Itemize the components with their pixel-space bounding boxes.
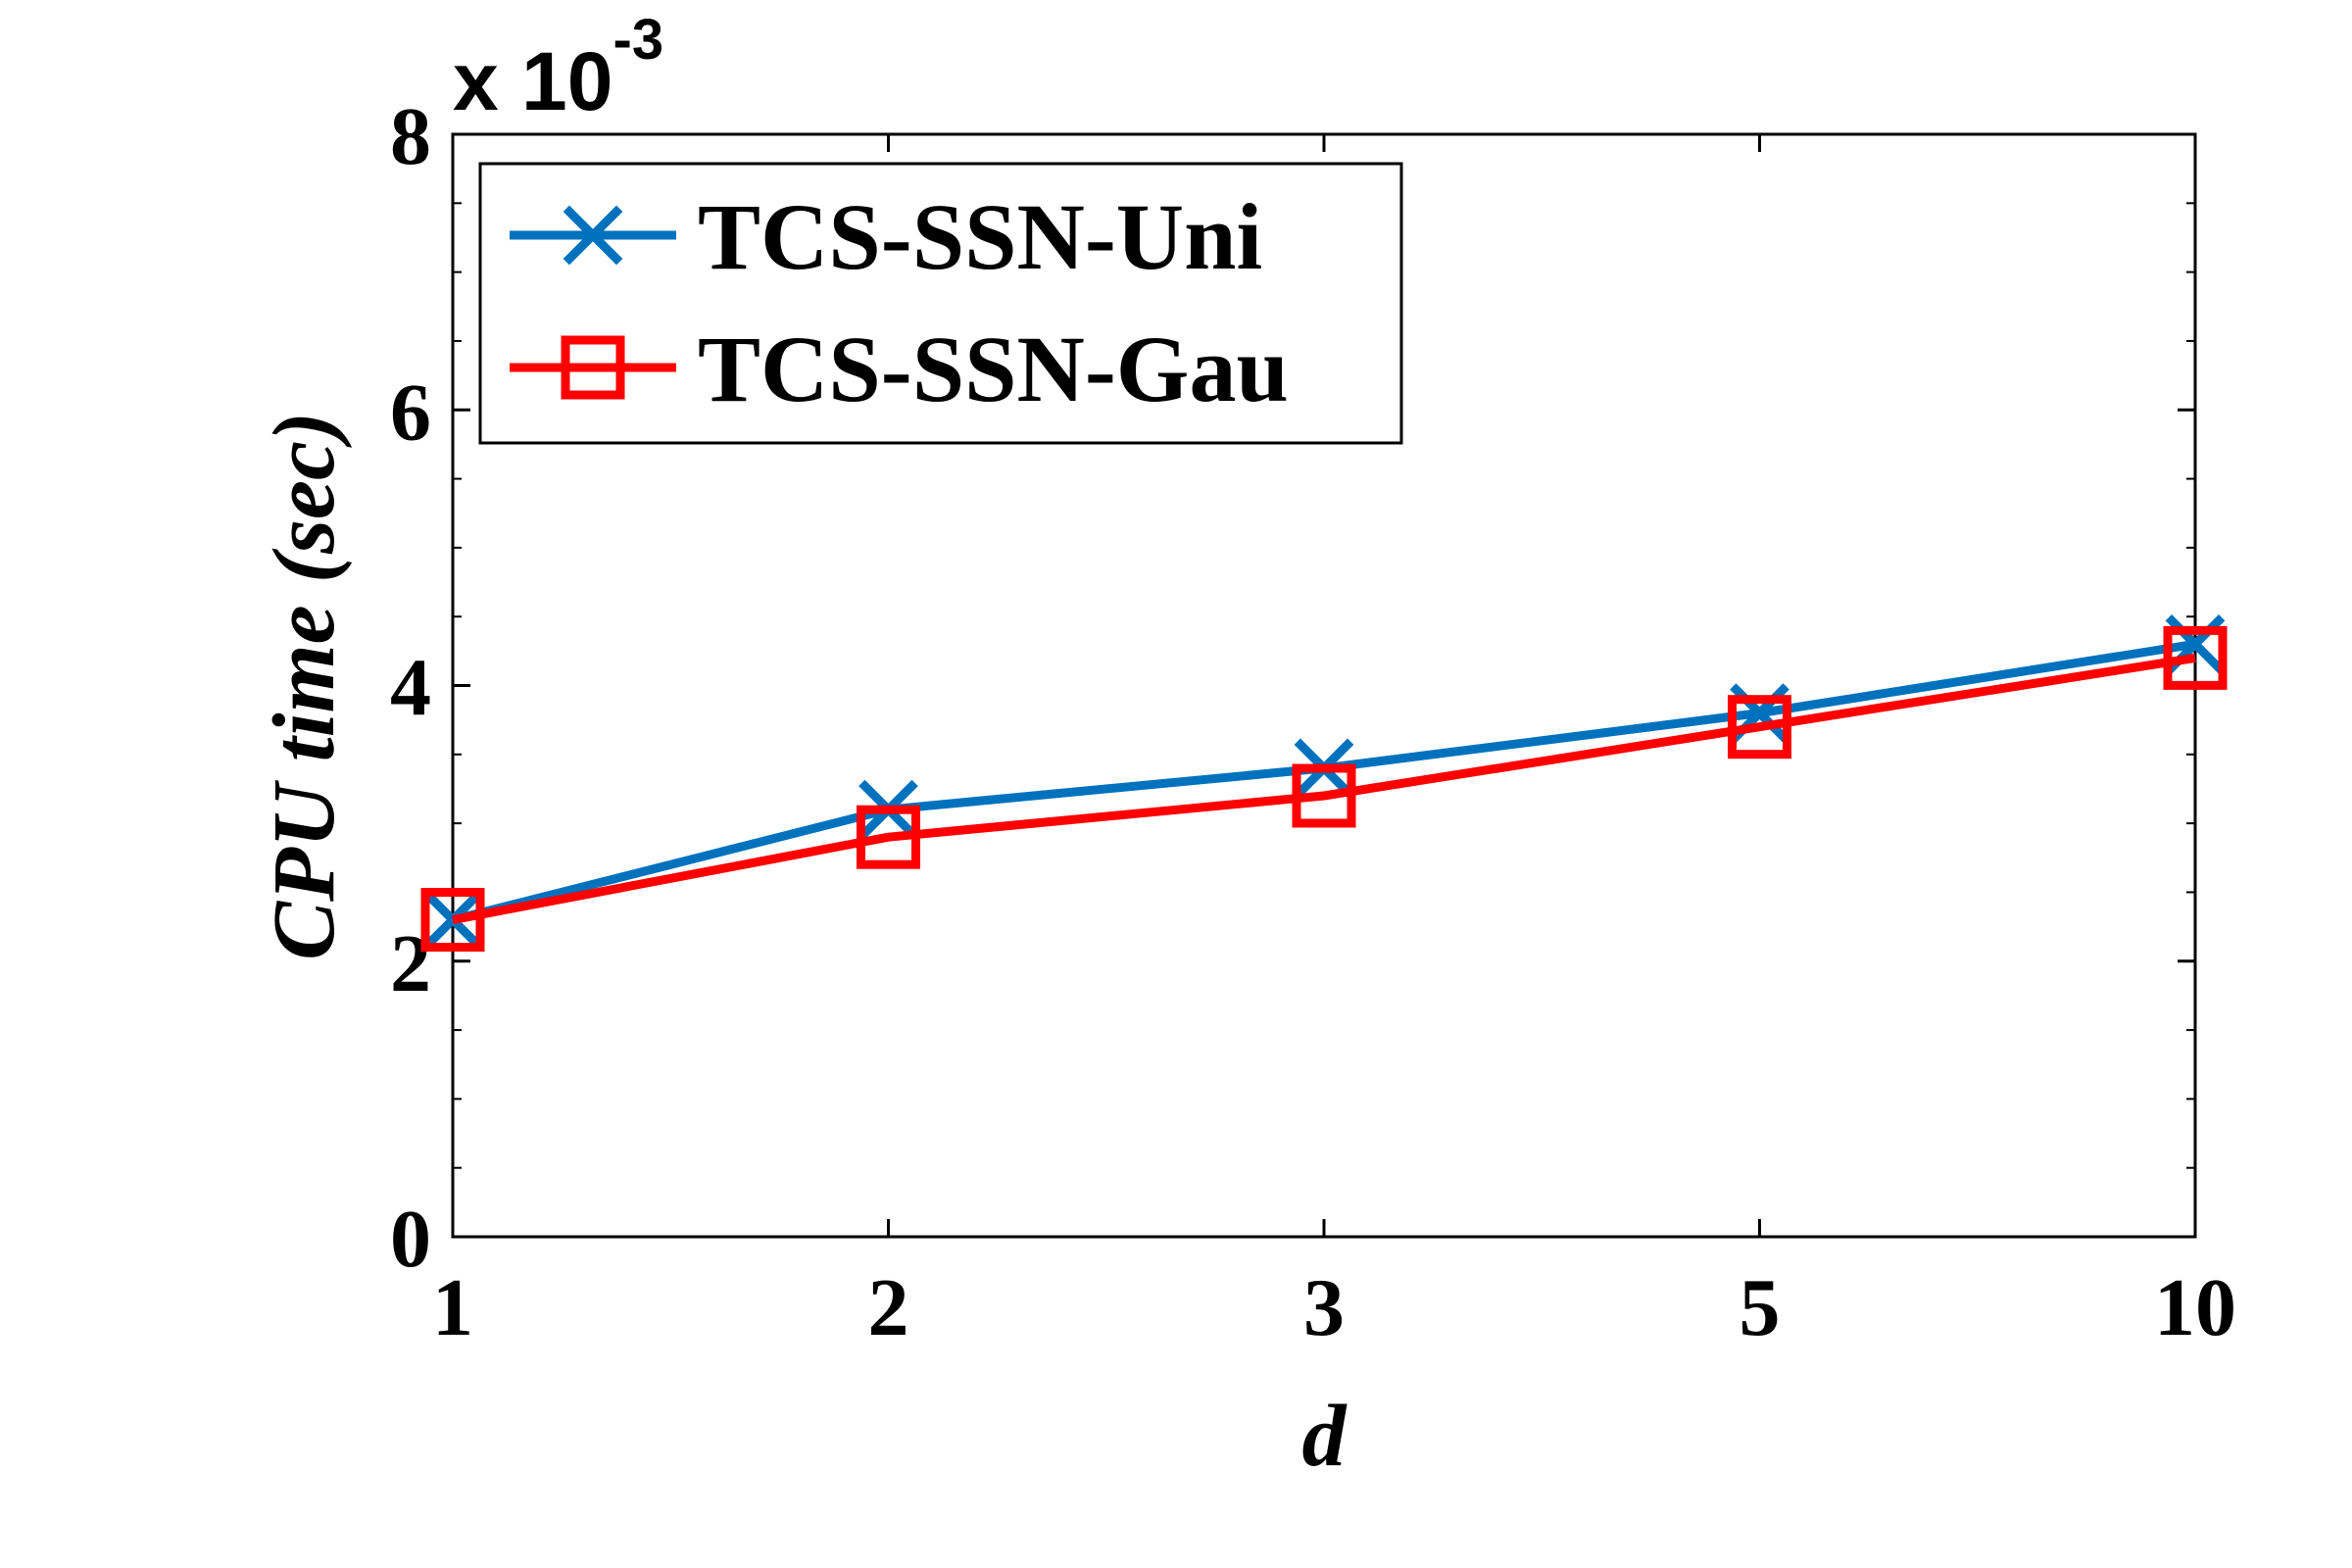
y-tick-label: 0: [390, 1194, 431, 1285]
legend: TCS-SSN-Uni TCS-SSN-Gau: [478, 162, 1403, 445]
x-tick-label: 1: [432, 1262, 473, 1353]
legend-label: TCS-SSN-Uni: [698, 184, 1262, 289]
x-tick-label: 3: [1303, 1262, 1345, 1353]
x-axis-ticks: 1 2 3 5 10: [432, 134, 2236, 1353]
x-tick-label: 5: [1740, 1262, 1781, 1353]
legend-entries: TCS-SSN-Uni TCS-SSN-Gau: [510, 184, 1289, 421]
y-tick-label: 8: [390, 91, 431, 182]
y-axis-title: CPU time (sec): [256, 412, 353, 960]
y-axis-multiplier-base: x 10: [453, 35, 613, 127]
legend-entry: TCS-SSN-Uni: [510, 184, 1262, 289]
series-point: [857, 805, 920, 869]
series-point: [561, 335, 625, 400]
legend-entry: TCS-SSN-Gau: [510, 317, 1289, 421]
y-tick-label: 4: [390, 643, 431, 734]
series-point: [1728, 695, 1791, 760]
x-tick-label: 2: [868, 1262, 909, 1353]
x-axis-title: d: [1302, 1388, 1348, 1485]
y-axis-multiplier-exponent: -3: [613, 8, 664, 72]
y-tick-label: 6: [390, 367, 431, 458]
series-point: [563, 205, 623, 266]
series-tcs-ssn-gau: [420, 625, 2228, 953]
legend-box: [478, 162, 1403, 445]
y-axis-multiplier: x 10-3: [453, 8, 663, 127]
series-point: [2163, 625, 2228, 690]
series-point: [420, 888, 485, 953]
point-stroke: [563, 205, 623, 266]
legend-label: TCS-SSN-Gau: [698, 317, 1289, 421]
x-tick-label: 10: [2154, 1262, 2236, 1353]
series-line: [452, 653, 2196, 924]
series-point: [1292, 763, 1356, 828]
series-layer: [420, 613, 2228, 953]
